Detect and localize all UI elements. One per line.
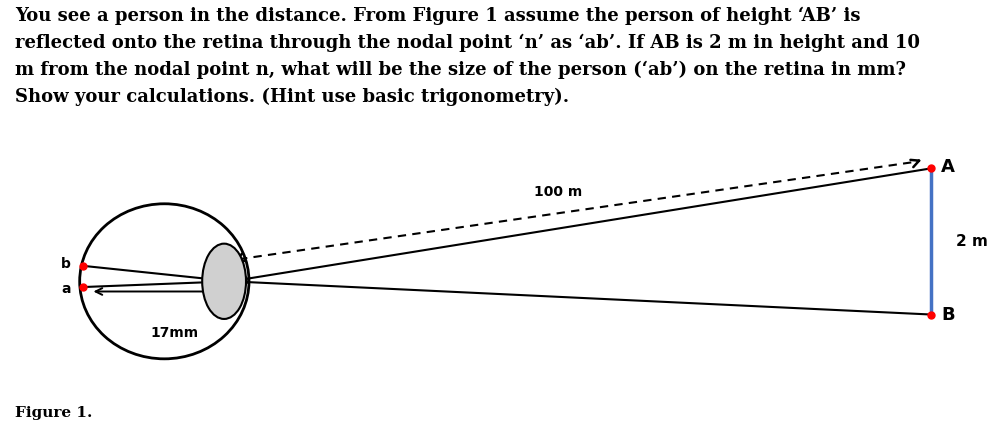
Text: Figure 1.: Figure 1.: [15, 406, 93, 420]
Text: b: b: [61, 256, 71, 271]
Text: A: A: [941, 159, 955, 176]
Text: 100 m: 100 m: [534, 185, 582, 199]
Text: You see a person in the distance. From Figure 1 assume the person of height ‘AB’: You see a person in the distance. From F…: [15, 7, 920, 106]
Text: 17mm: 17mm: [150, 326, 198, 340]
Ellipse shape: [202, 244, 246, 319]
Text: 2 m: 2 m: [956, 234, 988, 249]
Text: a: a: [61, 282, 71, 296]
Text: n: n: [239, 273, 249, 287]
Text: B: B: [941, 307, 955, 324]
